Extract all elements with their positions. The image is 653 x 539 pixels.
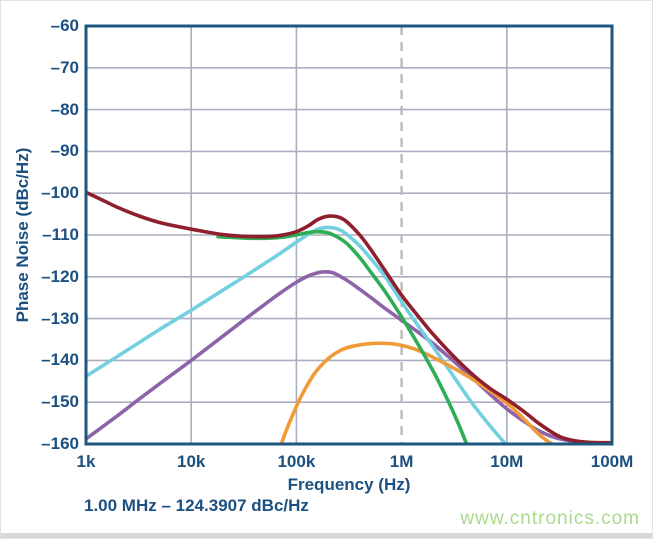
bottom-border-strip: [1, 533, 652, 538]
curve-green: [216, 229, 469, 444]
curve-purple: [86, 269, 598, 444]
x-tick-label: 1M: [389, 452, 414, 471]
x-tick-label: 10k: [177, 452, 206, 471]
x-tick-label: 100M: [590, 452, 634, 471]
y-tick-label: –160: [41, 434, 79, 453]
curve-dark-red: [86, 190, 612, 444]
y-tick-label: –130: [41, 308, 79, 328]
y-tick-label: –150: [41, 392, 79, 412]
y-tick-label: –80: [50, 99, 79, 119]
watermark-text: www.cntronics.com: [460, 508, 640, 529]
x-tick-label: 10M: [490, 452, 524, 471]
x-tick-label: 100k: [277, 452, 316, 471]
marker-readout-annotation: 1.00 MHz – 124.3907 dBc/Hz: [84, 496, 309, 515]
y-tick-label: –70: [50, 57, 79, 77]
curve-orange: [279, 341, 554, 444]
y-tick-label: –140: [41, 350, 79, 370]
y-tick-label: –120: [41, 266, 79, 286]
y-axis-title: Phase Noise (dBc/Hz): [13, 147, 32, 323]
y-tick-label: –60: [50, 16, 79, 35]
y-tick-label: –100: [41, 183, 79, 203]
curve-cyan: [86, 225, 507, 444]
plot-border: [84, 24, 614, 446]
y-tick-label: –110: [42, 225, 79, 244]
y-tick-label: –90: [50, 141, 79, 161]
x-axis-title: Frequency (Hz): [287, 475, 411, 494]
x-tick-label: 1k: [76, 452, 96, 471]
